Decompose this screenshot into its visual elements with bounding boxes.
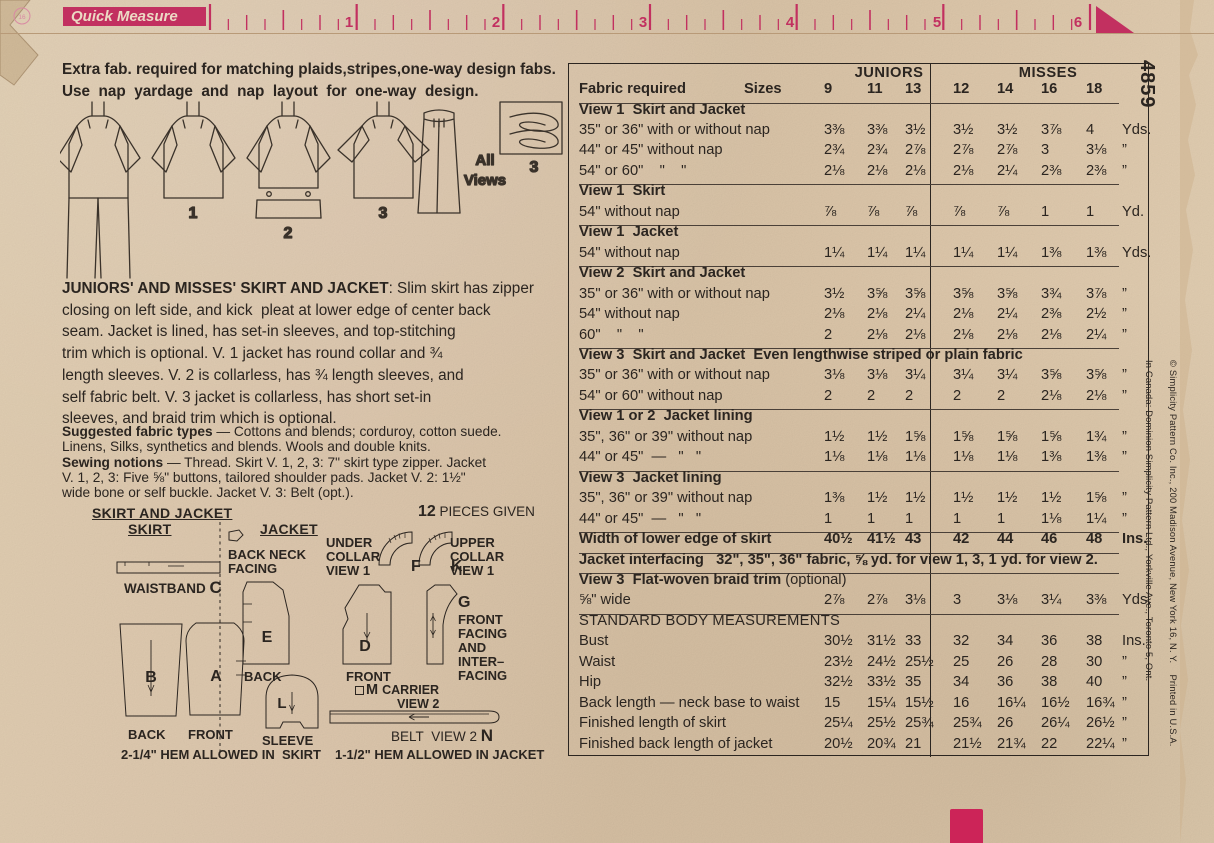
svg-text:L: L	[277, 695, 286, 712]
svg-text:A: A	[210, 668, 222, 685]
svg-text:D: D	[359, 638, 371, 655]
svg-text:E: E	[262, 629, 273, 646]
svg-text:B: B	[145, 669, 157, 686]
